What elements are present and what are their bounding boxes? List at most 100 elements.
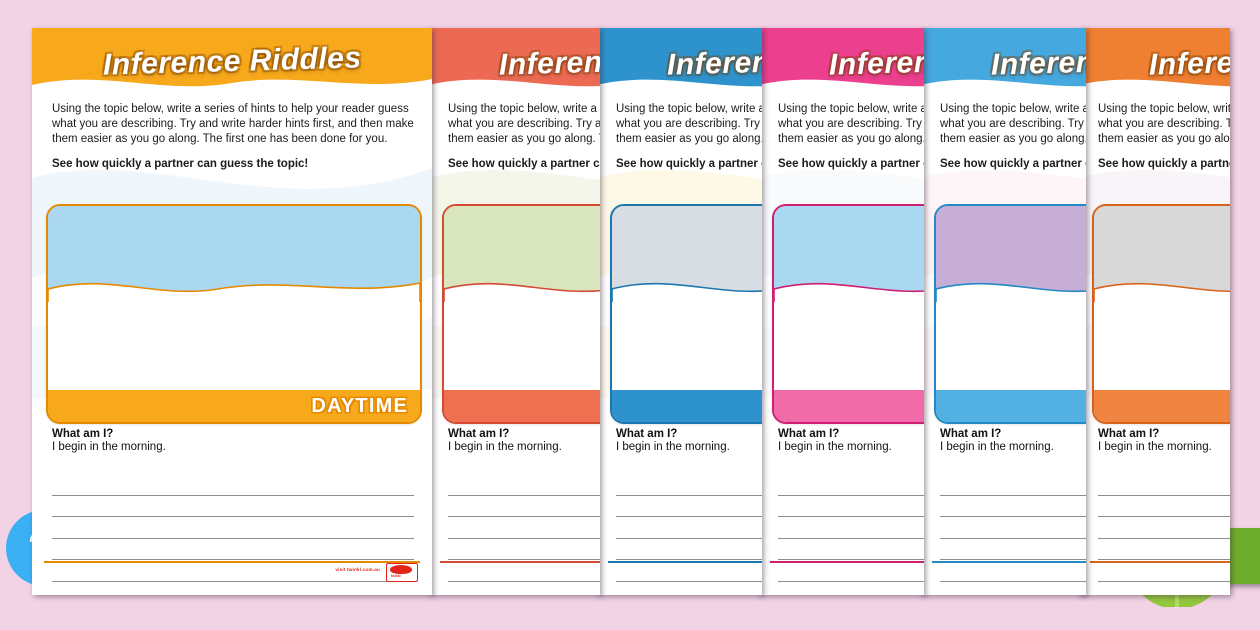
instructions-block: Using the topic below, write a series of… bbox=[616, 102, 762, 172]
page-footer: visit twinkl.com.au twinkl bbox=[428, 561, 600, 581]
example-hint-text: I begin in the morning. bbox=[1098, 441, 1212, 453]
topic-card-ball[interactable]: BALL bbox=[772, 204, 924, 424]
worksheet-page-bike[interactable]: Inference Riddles Using the topic below,… bbox=[1078, 28, 1230, 595]
topic-label-bar: BIKE bbox=[1094, 390, 1230, 422]
writing-line[interactable] bbox=[1098, 582, 1230, 596]
page-header-apple: Inference Riddles bbox=[428, 28, 600, 96]
writing-line[interactable] bbox=[940, 496, 1086, 517]
writing-line[interactable] bbox=[52, 474, 414, 496]
writing-line[interactable] bbox=[778, 560, 924, 582]
writing-line[interactable] bbox=[940, 582, 1086, 596]
writing-line[interactable] bbox=[778, 496, 924, 517]
topic-card-bike[interactable]: BIKE bbox=[1092, 204, 1230, 424]
topic-label-bar: MILK bbox=[936, 390, 1086, 422]
topic-card-train[interactable]: TRAIN bbox=[610, 204, 762, 424]
writing-line[interactable] bbox=[52, 582, 414, 596]
writing-line[interactable] bbox=[1098, 539, 1230, 560]
writing-line[interactable] bbox=[448, 496, 600, 517]
topic-card-daytime[interactable]: DAYTIME bbox=[46, 204, 422, 424]
writing-line[interactable] bbox=[778, 474, 924, 496]
writing-line[interactable] bbox=[616, 517, 762, 539]
page-footer: visit twinkl.com.au twinkl bbox=[32, 561, 432, 582]
writing-line[interactable] bbox=[616, 560, 762, 582]
writing-line[interactable] bbox=[448, 582, 600, 596]
writing-lines[interactable] bbox=[52, 474, 414, 595]
writing-line[interactable] bbox=[1098, 496, 1230, 517]
writing-line[interactable] bbox=[52, 517, 414, 539]
question-block: What am I? I begin in the morning. bbox=[778, 428, 924, 453]
page-inner-train: Inference Riddles Using the topic below,… bbox=[596, 28, 762, 595]
writing-line[interactable] bbox=[52, 496, 414, 517]
writing-line[interactable] bbox=[778, 517, 924, 539]
page-footer: visit twinkl.com.au twinkl bbox=[920, 561, 1086, 581]
writing-line[interactable] bbox=[1098, 474, 1230, 496]
writing-line[interactable] bbox=[52, 539, 414, 560]
instructions-bold-text: See how quickly a partner can guess the … bbox=[1098, 157, 1230, 170]
writing-line[interactable] bbox=[940, 560, 1086, 582]
writing-line[interactable] bbox=[448, 474, 600, 496]
topic-picture-blue-train-platform-image bbox=[612, 206, 762, 302]
writing-line[interactable] bbox=[778, 582, 924, 596]
instructions-bold-text: See how quickly a partner can guess the … bbox=[616, 157, 762, 170]
writing-lines[interactable] bbox=[1098, 474, 1230, 595]
example-hint-text: I begin in the morning. bbox=[940, 441, 1054, 453]
question-label: What am I? bbox=[1098, 428, 1160, 440]
topic-label-bar: TRAIN bbox=[612, 390, 762, 422]
question-label: What am I? bbox=[616, 428, 678, 440]
page-inner-daytime: Inference Riddles Using the topic below,… bbox=[32, 28, 432, 595]
instructions-text: Using the topic below, write a series of… bbox=[448, 103, 600, 146]
instructions-bold-text: See how quickly a partner can guess the … bbox=[778, 157, 924, 170]
footer-rule bbox=[440, 561, 600, 563]
page-footer: visit twinkl.com.au twinkl bbox=[1078, 561, 1230, 581]
writing-lines[interactable] bbox=[616, 474, 762, 595]
instructions-text: Using the topic below, write a series of… bbox=[616, 103, 762, 146]
footer-rule bbox=[608, 561, 762, 563]
topic-card-apple[interactable]: APPLE bbox=[442, 204, 600, 424]
writing-line[interactable] bbox=[616, 496, 762, 517]
page-header-daytime: Inference Riddles bbox=[32, 28, 432, 96]
example-hint-text: I begin in the morning. bbox=[778, 441, 892, 453]
worksheet-page-daytime[interactable]: Inference Riddles Using the topic below,… bbox=[32, 28, 432, 595]
writing-line[interactable] bbox=[616, 539, 762, 560]
writing-line[interactable] bbox=[1098, 560, 1230, 582]
page-title: Inference Riddles bbox=[428, 28, 600, 96]
page-inner-milk: Inference Riddles Using the topic below,… bbox=[920, 28, 1086, 595]
twinkl-logo-text: twinkl bbox=[391, 574, 401, 578]
question-label: What am I? bbox=[778, 428, 840, 440]
writing-line[interactable] bbox=[940, 517, 1086, 539]
writing-line[interactable] bbox=[940, 474, 1086, 496]
writing-line[interactable] bbox=[448, 517, 600, 539]
page-title: Inference Riddles bbox=[596, 28, 762, 96]
writing-line[interactable] bbox=[448, 560, 600, 582]
question-block: What am I? I begin in the morning. bbox=[940, 428, 1086, 453]
writing-line[interactable] bbox=[778, 539, 924, 560]
writing-line[interactable] bbox=[52, 560, 414, 582]
twinkl-logo-icon: twinkl bbox=[386, 563, 418, 582]
writing-line[interactable] bbox=[1098, 517, 1230, 539]
topic-label: DAYTIME bbox=[311, 394, 408, 417]
writing-line[interactable] bbox=[448, 539, 600, 560]
worksheet-page-milk[interactable]: Inference Riddles Using the topic below,… bbox=[920, 28, 1086, 595]
worksheet-page-apple[interactable]: Inference Riddles Using the topic below,… bbox=[428, 28, 600, 595]
question-label: What am I? bbox=[52, 428, 114, 440]
writing-lines[interactable] bbox=[940, 474, 1086, 595]
instructions-block: Using the topic below, write a series of… bbox=[1098, 102, 1230, 172]
worksheet-page-train[interactable]: Inference Riddles Using the topic below,… bbox=[596, 28, 762, 595]
writing-lines[interactable] bbox=[448, 474, 600, 595]
footer-rule bbox=[770, 561, 924, 563]
topic-card-milk[interactable]: MILK bbox=[934, 204, 1086, 424]
footer-rule bbox=[1090, 561, 1230, 563]
topic-label-bar: DAYTIME bbox=[48, 390, 420, 422]
writing-line[interactable] bbox=[616, 582, 762, 596]
writing-line[interactable] bbox=[940, 539, 1086, 560]
page-inner-ball: Inference Riddles Using the topic below,… bbox=[758, 28, 924, 595]
instructions-block: Using the topic below, write a series of… bbox=[940, 102, 1086, 172]
writing-lines[interactable] bbox=[778, 474, 924, 595]
page-title-text: Inference Riddles bbox=[828, 41, 924, 82]
question-block: What am I? I begin in the morning. bbox=[448, 428, 600, 453]
page-title-text: Inference Riddles bbox=[102, 41, 362, 82]
writing-line[interactable] bbox=[616, 474, 762, 496]
page-title-text: Inference Riddles bbox=[666, 41, 762, 82]
worksheet-page-ball[interactable]: Inference Riddles Using the topic below,… bbox=[758, 28, 924, 595]
question-label: What am I? bbox=[448, 428, 510, 440]
